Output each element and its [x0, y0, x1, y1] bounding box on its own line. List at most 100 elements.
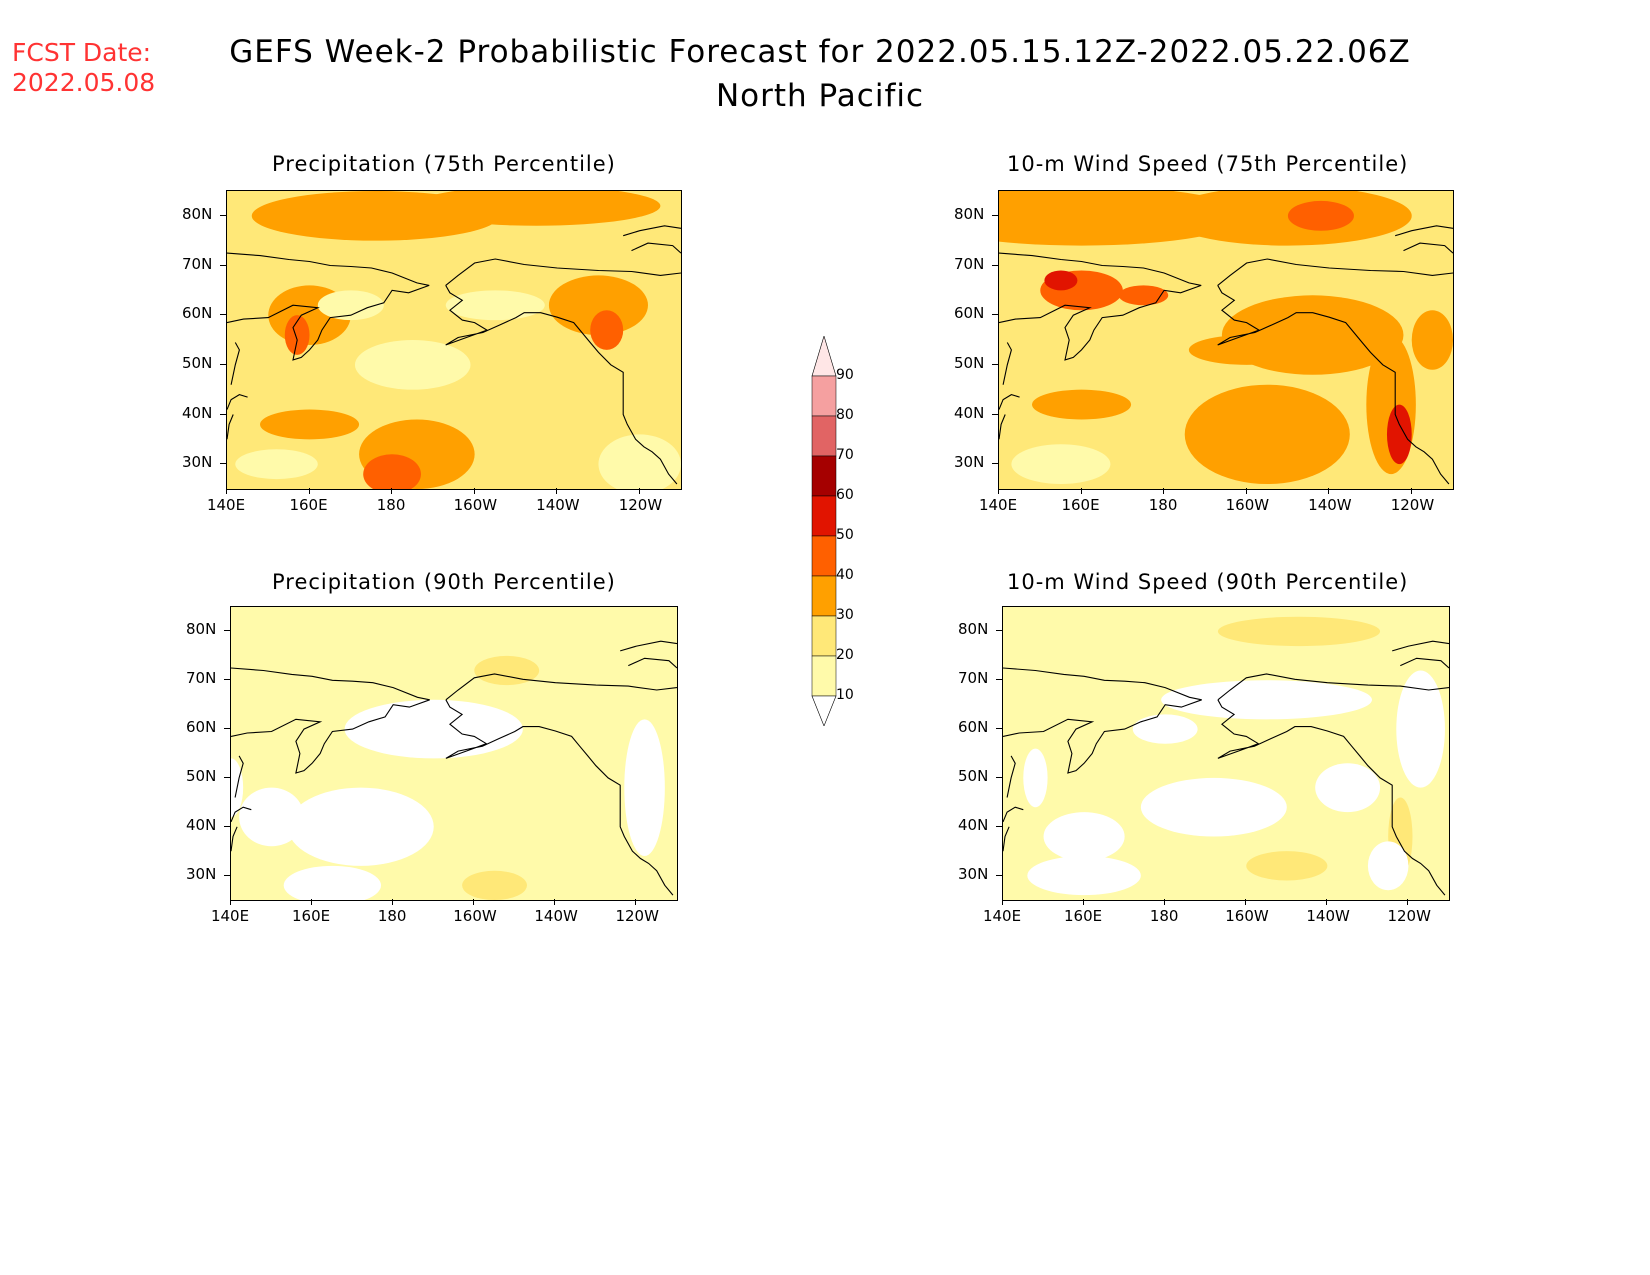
colorbar-tick-label: 70: [836, 447, 854, 463]
lat-tick-label: 40N: [182, 403, 213, 422]
lat-tick: [224, 679, 230, 681]
lon-tick: [998, 488, 999, 494]
lat-tick: [996, 825, 1002, 827]
colorbar-tick-label: 40: [836, 567, 854, 583]
colorbar-segment: [811, 535, 837, 577]
lon-tick-label: 120W: [1387, 907, 1431, 925]
lon-tick-label: 180: [377, 907, 407, 925]
shaded-region: [1011, 444, 1111, 485]
lon-tick-label: 160E: [289, 496, 328, 514]
lon-tick: [1080, 488, 1082, 494]
coastline: [620, 640, 677, 652]
coastline: [1217, 285, 1450, 485]
lat-tick: [224, 630, 230, 632]
shaded-region: [260, 409, 360, 440]
lon-tick-label: 180: [1148, 496, 1178, 514]
lat-tick: [992, 264, 998, 266]
lat-tick-label: 50N: [186, 766, 217, 785]
coastline: [227, 414, 234, 440]
lat-tick-label: 80N: [182, 204, 213, 223]
lat-tick-label: 30N: [958, 864, 989, 883]
coastline: [1395, 225, 1453, 237]
coastline: [231, 826, 238, 852]
title-line1: GEFS Week-2 Probabilistic Forecast for 2…: [229, 34, 1411, 70]
lon-tick-label: 120W: [1390, 496, 1435, 514]
lat-tick-label: 30N: [954, 453, 985, 472]
lon-tick-label: 140E: [978, 496, 1018, 514]
lat-tick-label: 50N: [958, 766, 989, 785]
lon-tick: [1002, 899, 1003, 905]
lat-tick-label: 60N: [958, 718, 989, 737]
colorbar-tick-label: 30: [836, 607, 854, 623]
coastline: [999, 284, 1202, 361]
coastline: [1217, 699, 1446, 896]
shaded-region: [1164, 191, 1412, 246]
lon-tick: [226, 488, 227, 494]
lon-tick: [391, 488, 393, 494]
lat-tick: [220, 413, 226, 415]
lon-tick-label: 140W: [1308, 496, 1352, 514]
lon-tick: [473, 488, 475, 494]
panel-title: Precipitation (75th Percentile): [272, 152, 616, 176]
lat-tick: [220, 264, 226, 266]
colorbar-svg: [811, 334, 837, 727]
lat-tick: [992, 363, 998, 365]
coastline: [227, 394, 248, 410]
colorbar-tick-label: 10: [836, 687, 854, 703]
lon-tick-label: 140W: [534, 907, 578, 925]
coastline: [234, 755, 244, 798]
shaded-region: [590, 310, 624, 350]
coastline: [1400, 657, 1449, 669]
shaded-region: [354, 340, 471, 390]
coastline: [999, 394, 1020, 410]
lat-tick-label: 40N: [186, 815, 217, 834]
coastline: [623, 225, 681, 237]
lon-tick: [1245, 488, 1247, 494]
lat-tick-label: 70N: [182, 254, 213, 273]
lon-tick-label: 160W: [1225, 496, 1270, 514]
colorbar-segment: [811, 655, 837, 697]
shaded-region: [1396, 670, 1445, 788]
lat-tick-label: 70N: [954, 254, 985, 273]
lon-tick: [230, 899, 231, 905]
lat-tick-label: 30N: [182, 453, 213, 472]
shaded-region: [445, 290, 545, 321]
coastline: [231, 699, 430, 774]
shaded-region: [1246, 851, 1328, 881]
lat-tick: [992, 413, 998, 415]
coastline: [1003, 806, 1024, 823]
shaded-region: [1161, 680, 1372, 720]
shaded-region: [1118, 285, 1169, 306]
lon-tick-label: 140E: [210, 907, 250, 925]
shaded-region: [1140, 777, 1287, 837]
map-canvas: [999, 191, 1453, 489]
coastline: [227, 284, 430, 361]
colorbar-tick-label: 20: [836, 647, 854, 663]
lat-tick-label: 70N: [958, 669, 989, 688]
shaded-region: [344, 699, 523, 759]
coastline: [445, 699, 674, 896]
map-precip-90: [230, 606, 678, 901]
lat-tick: [996, 679, 1002, 681]
lon-tick: [556, 488, 558, 494]
shaded-region: [284, 315, 310, 355]
map-precip-75: [226, 190, 682, 490]
shaded-region: [624, 719, 665, 857]
forecast-date-label: FCST Date:: [12, 38, 152, 67]
lon-tick-label: 120W: [618, 496, 663, 514]
lat-tick: [224, 728, 230, 730]
shaded-region: [1023, 748, 1048, 808]
colorbar-segment: [811, 375, 837, 417]
map-wind-75: [998, 190, 1454, 490]
lat-tick: [996, 630, 1002, 632]
coastline: [1217, 258, 1453, 286]
coastline: [1006, 755, 1016, 798]
lon-tick-label: 160E: [1064, 907, 1103, 925]
lat-tick-label: 80N: [186, 620, 217, 639]
lat-tick-label: 70N: [186, 669, 217, 688]
coastline: [445, 258, 681, 286]
lon-tick-label: 140W: [536, 496, 580, 514]
coastline: [1003, 667, 1202, 701]
colorbar-segment: [811, 575, 837, 617]
colorbar-segment: [811, 495, 837, 537]
